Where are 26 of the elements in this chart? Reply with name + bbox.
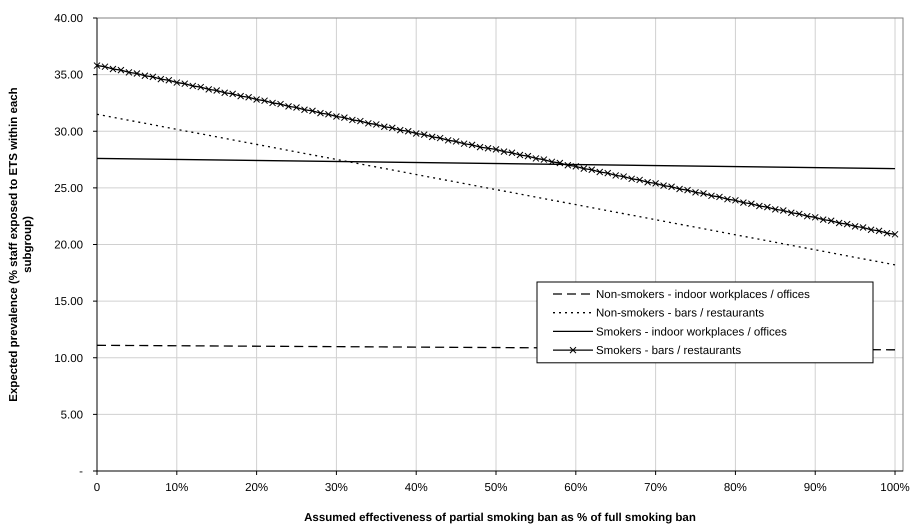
x-tick-label: 50% (484, 482, 508, 494)
y-tick-label: 40.00 (54, 13, 83, 26)
x-tick-label: 20% (245, 482, 268, 494)
y-tick-label: 15.00 (54, 296, 83, 308)
y-tick-label: 10.00 (54, 352, 83, 365)
legend-label: Smokers - indoor workplaces / offices (596, 326, 788, 338)
y-tick-label: 25.00 (54, 182, 83, 195)
x-tick-label: 30% (324, 482, 348, 494)
legend-label: Non-smokers - bars / restaurants (596, 308, 764, 320)
y-axis-title: Expected prevalence (% staff exposed to ETS within each subgroup) (8, 87, 34, 402)
x-tick-label: 100% (880, 482, 910, 494)
x-tick-label: 60% (564, 482, 588, 494)
y-tick-label: 30.00 (54, 126, 83, 138)
x-tick-label: 90% (804, 482, 827, 494)
y-tick-label: 35.00 (54, 70, 83, 82)
x-tick-label: 70% (644, 482, 668, 494)
x-axis-title: Assumed effectiveness of partial smoking ban as % of full smoking ban (304, 512, 696, 524)
y-tick-label: - (79, 466, 84, 478)
legend-label: Smokers - bars / restaurants (596, 345, 742, 358)
x-tick-label: 40% (404, 482, 428, 494)
y-tick-label: 5.00 (60, 409, 83, 422)
y-tick-label: 20.00 (54, 240, 83, 252)
x-tick-label: 0 (94, 482, 100, 494)
x-tick-label: 80% (724, 482, 747, 494)
x-tick-label: 10% (165, 482, 188, 494)
legend-label: Non-smokers - indoor workplaces / offices (596, 289, 810, 302)
